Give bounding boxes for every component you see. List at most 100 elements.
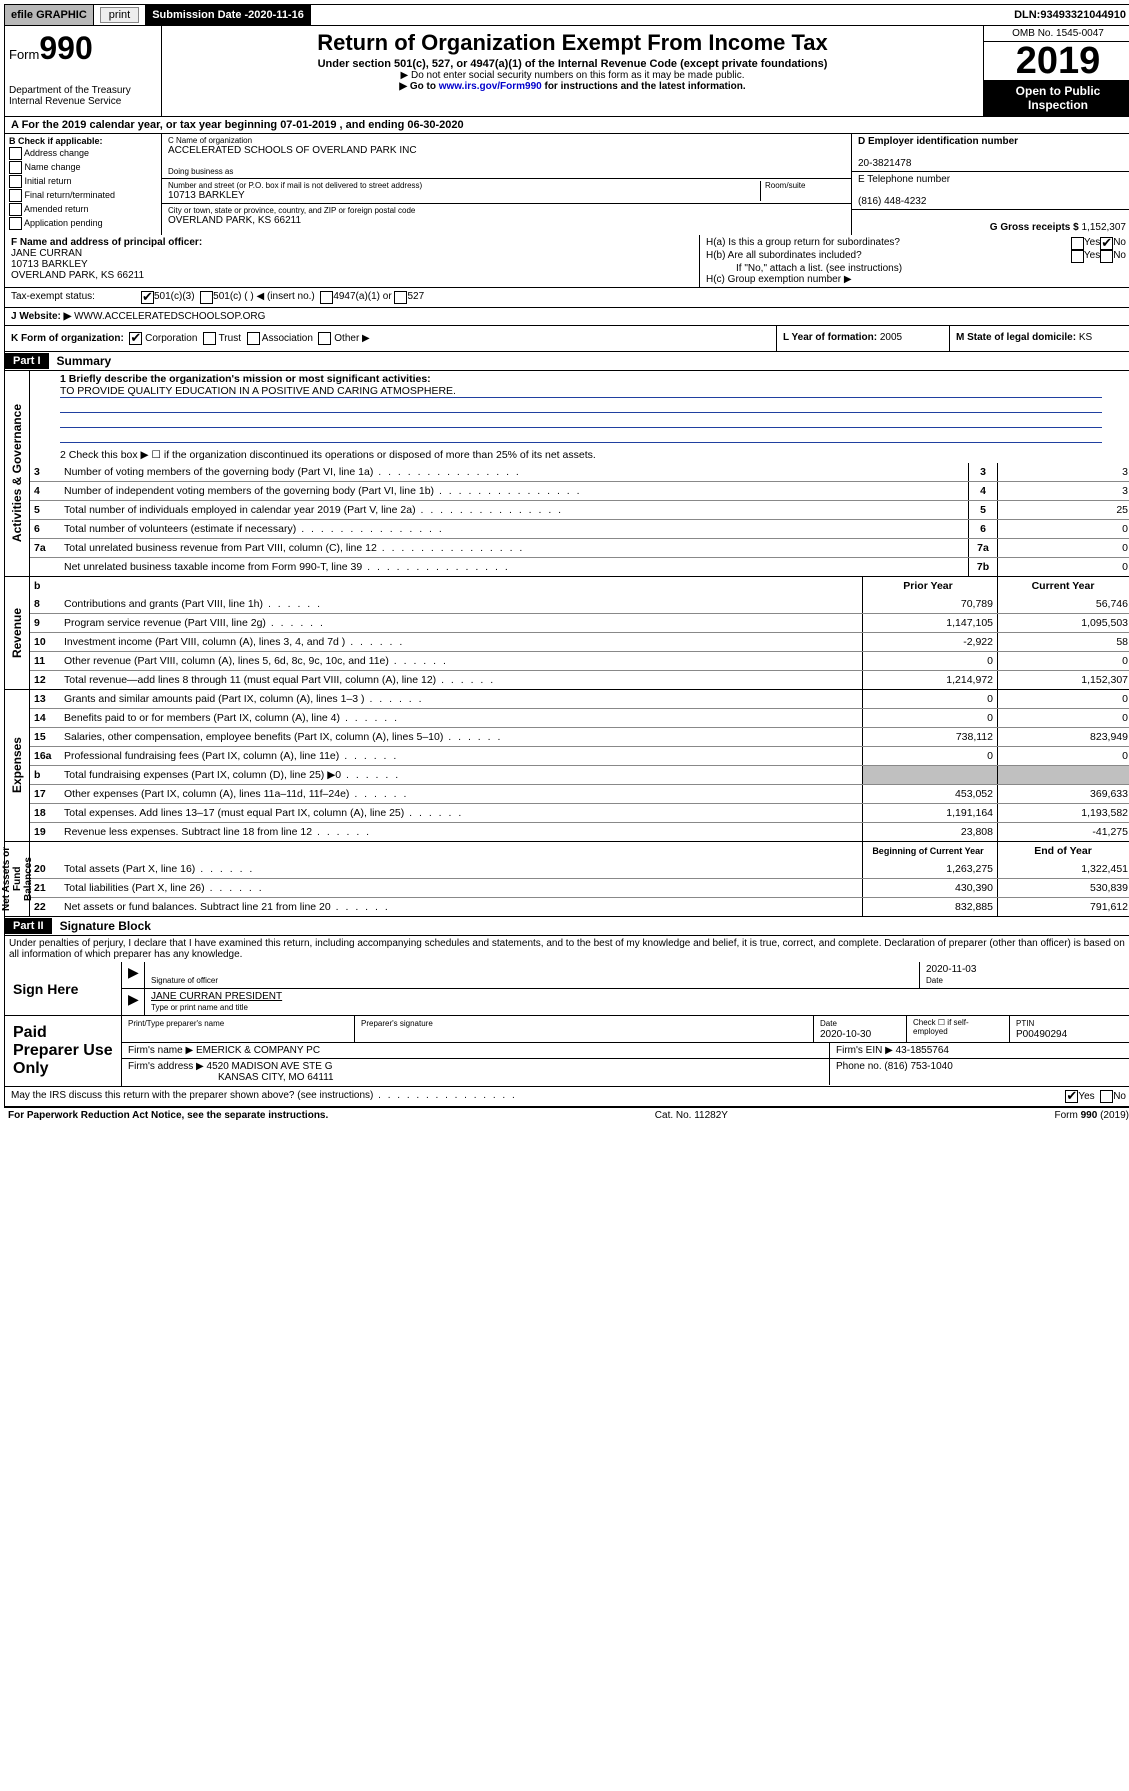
- efile-label: efile GRAPHIC: [5, 5, 94, 25]
- net-header-row: Beginning of Current Year End of Year: [30, 842, 1129, 860]
- instr-2: ▶ Go to www.irs.gov/Form990 for instruct…: [170, 81, 975, 92]
- website-link[interactable]: WWW.ACCELERATEDSCHOOLSOP.ORG: [74, 311, 265, 322]
- data-line: 14Benefits paid to or for members (Part …: [30, 708, 1129, 727]
- city-cell: City or town, state or province, country…: [162, 204, 851, 228]
- dept-treasury: Department of the Treasury: [9, 85, 157, 96]
- discuss-yes[interactable]: [1065, 1090, 1078, 1103]
- row-m: M State of legal domicile: KS: [949, 326, 1129, 351]
- revenue-section: Revenue b Prior Year Current Year 8Contr…: [4, 577, 1129, 690]
- k-corp[interactable]: [129, 332, 142, 345]
- sign-here-section: Sign Here ▶ Signature of officer 2020-11…: [4, 962, 1129, 1016]
- gov-line: 3Number of voting members of the governi…: [30, 463, 1129, 481]
- i-527[interactable]: [394, 291, 407, 304]
- data-line: 19Revenue less expenses. Subtract line 1…: [30, 822, 1129, 841]
- paid-preparer-section: Paid Preparer Use Only Print/Type prepar…: [4, 1016, 1129, 1087]
- data-line: bTotal fundraising expenses (Part IX, co…: [30, 765, 1129, 784]
- data-line: 22Net assets or fund balances. Subtract …: [30, 897, 1129, 916]
- addr-cell: Number and street (or P.O. box if mail i…: [162, 179, 851, 204]
- hb-yes[interactable]: [1071, 250, 1084, 263]
- data-line: 18Total expenses. Add lines 13–17 (must …: [30, 803, 1129, 822]
- perjury-text: Under penalties of perjury, I declare th…: [4, 936, 1129, 962]
- form-header: Form990 Department of the Treasury Inter…: [4, 26, 1129, 117]
- instr-1: ▶ Do not enter social security numbers o…: [170, 70, 975, 81]
- cb-initial[interactable]: Initial return: [9, 175, 157, 188]
- gov-line: 7aTotal unrelated business revenue from …: [30, 538, 1129, 557]
- i-501c3[interactable]: [141, 291, 154, 304]
- row-h: H(a) Is this a group return for subordin…: [700, 235, 1129, 287]
- row-f-h: F Name and address of principal officer:…: [4, 235, 1129, 288]
- side-revenue: Revenue: [5, 577, 30, 689]
- k-assoc[interactable]: [247, 332, 260, 345]
- data-line: 9Program service revenue (Part VIII, lin…: [30, 613, 1129, 632]
- tax-year: 2019: [984, 42, 1129, 80]
- gov-line: 6Total number of volunteers (estimate if…: [30, 519, 1129, 538]
- paid-preparer-label: Paid Preparer Use Only: [5, 1016, 122, 1086]
- ha-yes[interactable]: [1071, 237, 1084, 250]
- cb-name[interactable]: Name change: [9, 161, 157, 174]
- gov-line: 4Number of independent voting members of…: [30, 481, 1129, 500]
- governance-section: Activities & Governance 1 Briefly descri…: [4, 371, 1129, 577]
- row-k: K Form of organization: Corporation Trus…: [5, 326, 776, 351]
- data-line: 21Total liabilities (Part X, line 26) 43…: [30, 878, 1129, 897]
- footer-left: For Paperwork Reduction Act Notice, see …: [8, 1110, 328, 1121]
- cb-pending[interactable]: Application pending: [9, 217, 157, 230]
- mission-block: 1 Briefly describe the organization's mi…: [30, 371, 1129, 463]
- i-4947[interactable]: [320, 291, 333, 304]
- part-i-header: Part I Summary: [4, 352, 1129, 371]
- col-d: D Employer identification number 20-3821…: [851, 134, 1129, 235]
- open-public: Open to Public Inspection: [984, 80, 1129, 116]
- row-l: L Year of formation: 2005: [776, 326, 949, 351]
- row-f: F Name and address of principal officer:…: [5, 235, 700, 287]
- discuss-row: May the IRS discuss this return with the…: [4, 1087, 1129, 1107]
- spacer: [311, 5, 1008, 25]
- header-left: Form990 Department of the Treasury Inter…: [5, 26, 162, 116]
- col-c: C Name of organization ACCELERATED SCHOO…: [162, 134, 851, 235]
- side-expenses: Expenses: [5, 690, 30, 841]
- form-subtitle: Under section 501(c), 527, or 4947(a)(1)…: [170, 58, 975, 70]
- cb-amended[interactable]: Amended return: [9, 203, 157, 216]
- part-i-badge: Part I: [5, 353, 49, 369]
- footer: For Paperwork Reduction Act Notice, see …: [4, 1107, 1129, 1123]
- side-netassets: Net Assets or Fund Balances: [5, 842, 30, 916]
- data-line: 15Salaries, other compensation, employee…: [30, 727, 1129, 746]
- footer-mid: Cat. No. 11282Y: [655, 1110, 728, 1121]
- data-line: 10Investment income (Part VIII, column (…: [30, 632, 1129, 651]
- submission-date: Submission Date - 2020-11-16: [146, 5, 311, 25]
- irs-link[interactable]: www.irs.gov/Form990: [439, 81, 542, 92]
- tel-cell: E Telephone number (816) 448-4232: [852, 172, 1129, 210]
- gov-line: 5Total number of individuals employed in…: [30, 500, 1129, 519]
- header-mid: Return of Organization Exempt From Incom…: [162, 26, 983, 116]
- part-ii-title: Signature Block: [52, 917, 159, 935]
- data-line: 13Grants and similar amounts paid (Part …: [30, 690, 1129, 708]
- side-governance: Activities & Governance: [5, 371, 30, 576]
- row-j: J Website: ▶ WWW.ACCELERATEDSCHOOLSOP.OR…: [4, 308, 1129, 326]
- k-trust[interactable]: [203, 332, 216, 345]
- row-klm: K Form of organization: Corporation Trus…: [4, 326, 1129, 352]
- gross-cell: G Gross receipts $ 1,152,307: [852, 210, 1129, 235]
- part-i-title: Summary: [49, 352, 120, 370]
- org-name-cell: C Name of organization ACCELERATED SCHOO…: [162, 134, 851, 179]
- cb-final[interactable]: Final return/terminated: [9, 189, 157, 202]
- hb-no[interactable]: [1100, 250, 1113, 263]
- col-b-label: B Check if applicable:: [9, 136, 157, 146]
- row-a: A For the 2019 calendar year, or tax yea…: [4, 117, 1129, 134]
- expenses-section: Expenses 13Grants and similar amounts pa…: [4, 690, 1129, 842]
- data-line: 20Total assets (Part X, line 16) 1,263,2…: [30, 860, 1129, 878]
- k-other[interactable]: [318, 332, 331, 345]
- data-line: 17Other expenses (Part IX, column (A), l…: [30, 784, 1129, 803]
- part-ii-header: Part II Signature Block: [4, 917, 1129, 936]
- i-501c[interactable]: [200, 291, 213, 304]
- cb-address[interactable]: Address change: [9, 147, 157, 160]
- form-number: Form990: [9, 30, 157, 67]
- dln: DLN: 93493321044910: [1008, 5, 1129, 25]
- ha-no[interactable]: [1100, 237, 1113, 250]
- section-bcd: B Check if applicable: Address change Na…: [4, 134, 1129, 235]
- year-header-row: b Prior Year Current Year: [30, 577, 1129, 595]
- discuss-no[interactable]: [1100, 1090, 1113, 1103]
- gov-line: Net unrelated business taxable income fr…: [30, 557, 1129, 576]
- print-button[interactable]: print: [100, 7, 139, 23]
- part-ii-badge: Part II: [5, 918, 52, 934]
- print-cell: print: [94, 5, 146, 25]
- data-line: 11Other revenue (Part VIII, column (A), …: [30, 651, 1129, 670]
- top-bar: efile GRAPHIC print Submission Date - 20…: [4, 4, 1129, 26]
